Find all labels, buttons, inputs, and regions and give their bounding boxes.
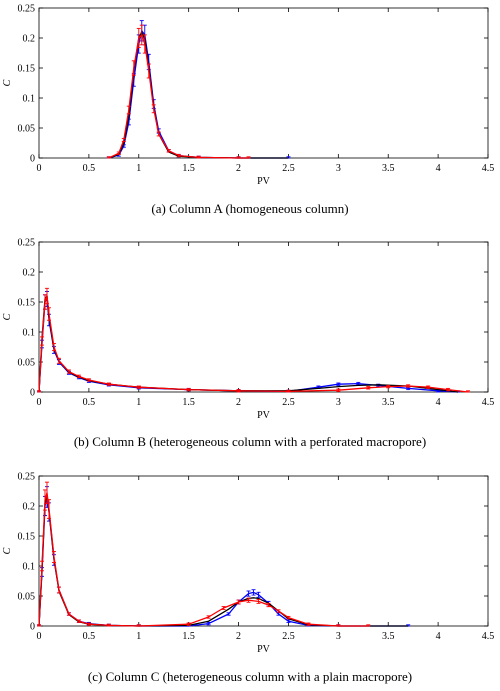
x-tick-label: 0 <box>37 397 42 408</box>
x-tick-label: 4.5 <box>482 397 495 408</box>
x-tick-label: 4.5 <box>482 163 495 174</box>
x-tick-label: 3.5 <box>382 163 395 174</box>
chart-c-svg: 0 0.5 1 1.5 2 2.5 3 3.5 4 4.5 0 0.05 0.1 0.15 0.2 0.25 P… <box>2 472 495 656</box>
series-line-2 <box>38 295 469 393</box>
y-tick-label: 0 <box>30 388 35 399</box>
x-tick-label: 3 <box>336 163 341 174</box>
y-axis-title: C <box>2 313 13 320</box>
y-tick-label: 0.05 <box>18 358 36 369</box>
y-tick-label: 0.15 <box>18 64 36 75</box>
series-line-0 <box>108 30 289 159</box>
x-tick-label: 4 <box>436 163 441 174</box>
x-axis-title: PV <box>257 410 271 421</box>
x-tick-label: 3.5 <box>382 631 395 642</box>
y-tick-label: 0.25 <box>18 4 36 15</box>
x-axis-title: PV <box>257 176 271 187</box>
y-tick-label: 0.1 <box>23 562 36 573</box>
x-tick-label: 3.5 <box>382 397 395 408</box>
y-axis-title: C <box>2 547 13 554</box>
x-tick-label: 3 <box>336 631 341 642</box>
x-tick-label: 2 <box>236 631 241 642</box>
x-tick-label: 0 <box>37 163 42 174</box>
y-axis-title: C <box>2 79 13 86</box>
x-tick-label: 1.5 <box>182 397 195 408</box>
chart-panel-a: 0 0.5 1 1.5 2 2.5 3 3.5 4 4.5 0 0.05 0.1 0.15 0.2 0.25 P… <box>0 0 500 230</box>
y-tick-label: 0 <box>30 622 35 633</box>
x-tick-label: 2.5 <box>282 397 295 408</box>
x-tick-label: 1 <box>136 631 141 642</box>
x-tick-label: 3 <box>336 397 341 408</box>
x-tick-label: 1 <box>136 163 141 174</box>
x-tick-label: 2 <box>236 163 241 174</box>
y-tick-label: 0.15 <box>18 532 36 543</box>
series-line-2 <box>108 34 249 159</box>
y-tick-label: 0.05 <box>18 592 36 603</box>
x-tick-label: 1.5 <box>182 631 195 642</box>
y-tick-label: 0.2 <box>23 34 36 45</box>
caption-b: (b) Column B (heterogeneous column with … <box>73 434 427 449</box>
chart-b-svg: 0 0.5 1 1.5 2 2.5 3 3.5 4 4.5 0 0.05 0.1 0.15 0.2 0.25 P… <box>2 238 495 422</box>
series-line-2 <box>38 492 369 627</box>
y-tick-label: 0.2 <box>23 268 36 279</box>
y-tick-label: 0.05 <box>18 124 36 135</box>
x-axis-title: PV <box>257 644 271 655</box>
x-tick-label: 0.5 <box>83 631 96 642</box>
x-tick-label: 4.5 <box>482 631 495 642</box>
x-tick-label: 2 <box>236 397 241 408</box>
chart-a-svg: 0 0.5 1 1.5 2 2.5 3 3.5 4 4.5 0 0.05 0.1 0.15 0.2 0.25 P… <box>2 4 495 188</box>
x-tick-label: 0.5 <box>83 397 96 408</box>
series-line-1 <box>38 295 459 393</box>
plot-frame <box>38 241 489 393</box>
chart-panel-c: 0 0.5 1 1.5 2 2.5 3 3.5 4 4.5 0 0.05 0.1 0.15 0.2 0.25 P… <box>0 468 500 691</box>
plot-frame <box>38 475 489 627</box>
chart-panel-b: 0 0.5 1 1.5 2 2.5 3 3.5 4 4.5 0 0.05 0.1 0.15 0.2 0.25 P… <box>0 234 500 464</box>
x-tick-label: 0.5 <box>83 163 96 174</box>
x-tick-label: 0 <box>37 631 42 642</box>
caption-a: (a) Column A (homogeneous column) <box>151 201 349 216</box>
x-tick-label: 2.5 <box>282 631 295 642</box>
y-tick-label: 0.15 <box>18 298 36 309</box>
series-line-0 <box>38 298 459 393</box>
y-tick-label: 0.2 <box>23 502 36 513</box>
series-line-1 <box>108 31 289 159</box>
x-tick-label: 4 <box>436 397 441 408</box>
x-tick-label: 1 <box>136 397 141 408</box>
x-tick-label: 2.5 <box>282 163 295 174</box>
y-tick-label: 0.1 <box>23 94 36 105</box>
caption-c: (c) Column C (heterogeneous column with … <box>87 669 413 684</box>
x-tick-label: 4 <box>436 631 441 642</box>
x-tick-label: 1.5 <box>182 163 195 174</box>
y-tick-label: 0.25 <box>18 238 36 249</box>
y-tick-label: 0 <box>30 154 35 165</box>
y-tick-label: 0.25 <box>18 472 36 483</box>
plot-frame <box>38 7 489 159</box>
y-tick-label: 0.1 <box>23 328 36 339</box>
